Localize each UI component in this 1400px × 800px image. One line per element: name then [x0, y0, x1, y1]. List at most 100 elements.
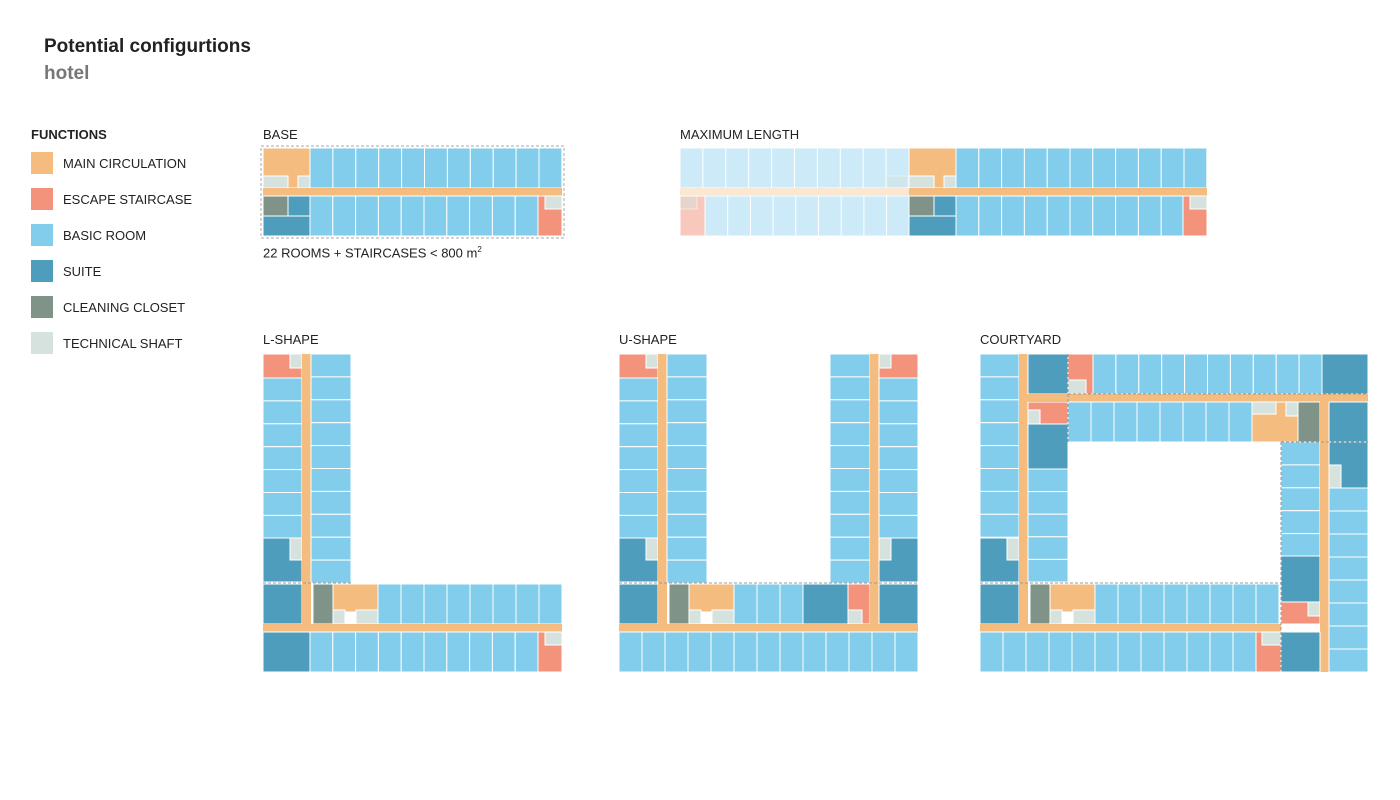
basic-room	[1161, 353, 1186, 395]
basic-room	[1228, 401, 1253, 443]
basic-room	[829, 468, 871, 492]
basic-room	[1160, 147, 1185, 189]
basic-room	[1046, 147, 1071, 189]
basic-room	[1027, 468, 1069, 493]
basic-room	[955, 147, 980, 189]
basic-room	[618, 423, 659, 448]
basic-room	[979, 490, 1020, 515]
corridor	[658, 584, 667, 624]
basic-room	[309, 147, 334, 189]
corridor	[980, 624, 1281, 632]
cleaning-closet	[312, 583, 334, 625]
basic-room	[829, 513, 871, 538]
corridor	[1320, 442, 1329, 672]
suite	[287, 195, 311, 217]
technical-shaft	[645, 353, 659, 369]
basic-room-extension	[749, 195, 774, 237]
technical-shaft	[645, 537, 659, 561]
basic-room	[310, 445, 352, 470]
corridor	[263, 624, 562, 632]
basic-room	[377, 631, 402, 673]
basic-room-extension	[771, 147, 795, 189]
basic-room	[446, 147, 471, 189]
basic-room	[878, 400, 919, 425]
basic-room	[310, 536, 352, 561]
basic-room	[1163, 583, 1188, 625]
maximum-length-label: MAXIMUM LENGTH	[680, 127, 800, 142]
cleaning-closet	[1297, 401, 1321, 443]
basic-room	[400, 583, 425, 625]
basic-room	[400, 195, 425, 237]
basic-room	[1328, 579, 1369, 604]
suite	[1027, 353, 1069, 395]
technical-shaft	[885, 175, 909, 189]
basic-room	[377, 195, 402, 237]
basic-room	[829, 445, 871, 470]
basic-room	[424, 147, 448, 189]
basic-room	[666, 536, 708, 561]
basic-room	[1280, 487, 1321, 512]
technical-shaft	[878, 353, 892, 369]
page-subtitle: hotel	[44, 63, 90, 84]
basic-room	[1140, 631, 1165, 673]
basic-room	[1090, 401, 1115, 443]
basic-room	[756, 631, 781, 673]
technical-shaft	[943, 175, 957, 189]
basic-room	[423, 583, 448, 625]
basic-room	[1092, 195, 1117, 237]
basic-room-extension	[704, 195, 729, 237]
basic-room	[310, 468, 352, 492]
basic-room-extension	[748, 147, 773, 189]
corridor	[1019, 584, 1028, 624]
technical-shaft	[1251, 401, 1277, 415]
technical-shaft	[1261, 631, 1282, 646]
basic-room	[1027, 513, 1069, 538]
legend-swatch	[31, 260, 53, 282]
basic-room-extension	[727, 195, 751, 237]
basic-room	[1137, 147, 1162, 189]
technical-shaft	[289, 353, 303, 369]
basic-room	[1094, 631, 1119, 673]
basic-room	[469, 147, 494, 189]
basic-room	[829, 376, 871, 401]
basic-room	[1023, 195, 1048, 237]
technical-shaft	[544, 631, 563, 646]
base-caption: 22 ROOMS + STAIRCASES < 800 m2	[263, 245, 482, 260]
basic-room	[878, 446, 919, 471]
basic-room	[310, 353, 352, 378]
corridor	[619, 624, 918, 632]
basic-room-extension	[702, 147, 727, 189]
basic-room	[262, 492, 303, 516]
basic-room	[1186, 583, 1211, 625]
legend-swatch	[31, 188, 53, 210]
basic-room	[1025, 631, 1050, 673]
basic-room-extension	[795, 195, 819, 237]
basic-room	[829, 559, 871, 584]
basic-room-extension	[679, 147, 704, 189]
boundary-outline	[260, 145, 565, 239]
technical-shaft	[878, 537, 892, 561]
basic-room	[878, 423, 919, 448]
legend-label: TECHNICAL SHAFT	[63, 336, 183, 351]
basic-room	[310, 399, 352, 424]
basic-room	[469, 195, 493, 237]
basic-room-extension	[818, 195, 842, 237]
suite	[262, 631, 311, 673]
basic-room	[1137, 195, 1162, 237]
basic-room	[733, 583, 758, 625]
suite	[1321, 353, 1369, 395]
legend-label: ESCAPE STAIRCASE	[63, 192, 193, 207]
basic-room	[309, 195, 334, 237]
technical-shaft	[1307, 601, 1321, 617]
basic-room	[829, 353, 871, 378]
basic-room	[1252, 353, 1277, 395]
suite	[878, 583, 919, 625]
basic-room	[1027, 536, 1069, 560]
stair-core	[332, 583, 379, 613]
corridor	[909, 188, 1207, 196]
basic-room	[1069, 147, 1094, 189]
basic-room	[829, 490, 871, 515]
technical-shaft	[1006, 537, 1020, 561]
plan-u-shape	[618, 353, 919, 673]
basic-room	[1138, 353, 1163, 395]
